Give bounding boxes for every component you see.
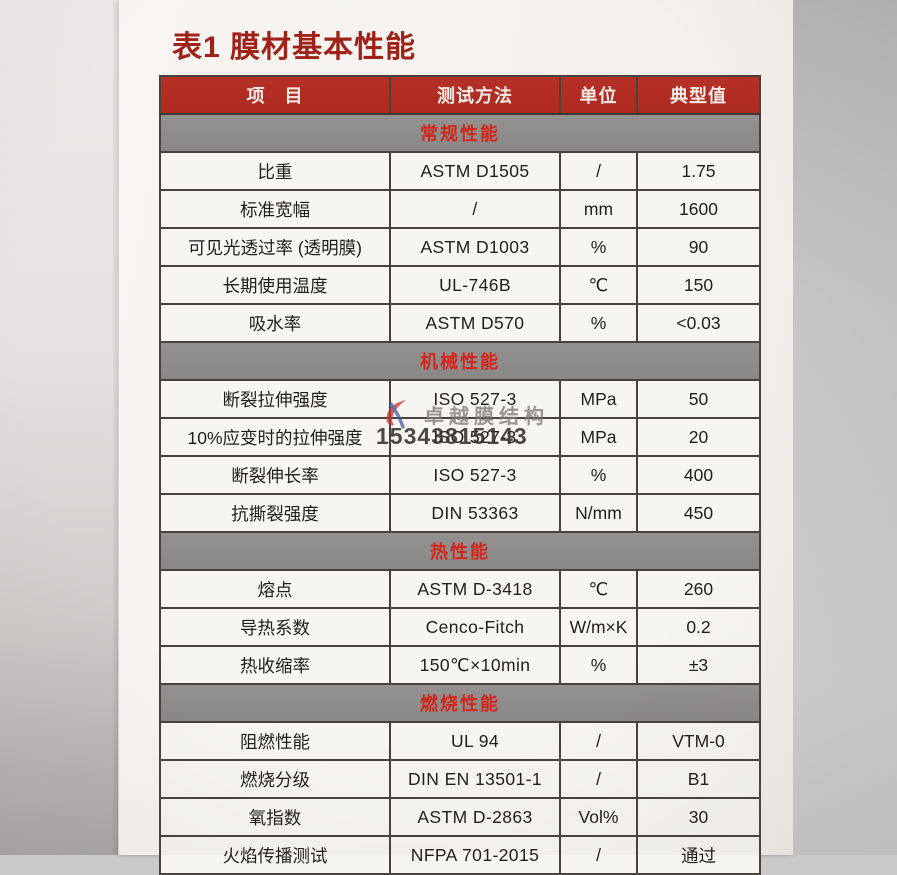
section-band-label: 机械性能 <box>159 341 761 381</box>
property-cell: 断裂拉伸强度 <box>159 379 391 419</box>
property-cell: 可见光透过率 (透明膜) <box>159 227 391 267</box>
method-cell: ISO 527-3 <box>389 417 561 457</box>
property-cell: 热收缩率 <box>159 645 391 685</box>
column-header: 项 目 <box>159 75 391 115</box>
method-cell: ASTM D1505 <box>389 151 561 191</box>
property-cell: 吸水率 <box>159 303 391 343</box>
section-band-row: 机械性能 <box>159 341 761 381</box>
table-row: 导热系数 Cenco-Fitch W/m×K 0.2 <box>159 607 761 647</box>
section-band-row: 燃烧性能 <box>159 683 761 723</box>
property-cell: 比重 <box>159 151 391 191</box>
table-row: 断裂伸长率 ISO 527-3% 400 <box>159 455 761 495</box>
method-cell: UL 94 <box>389 721 561 761</box>
method-cell: ISO 527-3 <box>389 379 561 419</box>
table-row: 吸水率 ASTM D570% <0.03 <box>159 303 761 343</box>
section-band-label: 热性能 <box>159 531 761 571</box>
unit-cell: / <box>559 151 638 191</box>
property-cell: 阻燃性能 <box>159 721 391 761</box>
value-cell: 50 <box>636 379 761 419</box>
unit-cell: mm <box>559 189 638 229</box>
table-row: 热收缩率 150℃×10min% ±3 <box>159 645 761 685</box>
property-cell: 长期使用温度 <box>159 265 391 305</box>
column-header: 典型值 <box>636 75 761 115</box>
unit-cell: ℃ <box>559 569 638 609</box>
property-cell: 标准宽幅 <box>159 189 391 229</box>
table-row: 火焰传播测试 NFPA 701-2015/通过 <box>159 835 761 875</box>
method-cell: UL-746B <box>389 265 561 305</box>
table-row: 阻燃性能 UL 94/VTM-0 <box>159 721 761 761</box>
method-cell: NFPA 701-2015 <box>389 835 561 875</box>
page-title: 表1 膜材基本性能 <box>172 31 417 64</box>
property-cell: 熔点 <box>159 569 391 609</box>
method-cell: DIN EN 13501-1 <box>389 759 561 799</box>
unit-cell: / <box>559 721 638 761</box>
unit-cell: % <box>559 227 638 267</box>
section-band-row: 热性能 <box>159 531 761 571</box>
value-cell: 1.75 <box>636 151 761 191</box>
table-row: 抗撕裂强度 DIN 53363 N/mm 450 <box>159 493 761 533</box>
value-cell: 通过 <box>636 835 761 875</box>
table-row: 氧指数 ASTM D-2863 Vol% 30 <box>159 797 761 837</box>
table-row: 10%应变时的拉伸强度 ISO 527-3 MPa 20 <box>159 417 761 457</box>
method-cell: ASTM D570 <box>389 303 561 343</box>
value-cell: 260 <box>636 569 761 609</box>
property-cell: 导热系数 <box>159 607 391 647</box>
column-header: 单位 <box>559 75 638 115</box>
unit-cell: Vol% <box>559 797 638 837</box>
value-cell: 150 <box>636 265 761 305</box>
desk-surface-right <box>793 0 897 855</box>
value-cell: 20 <box>636 417 761 457</box>
method-cell: DIN 53363 <box>389 493 561 533</box>
section-band-label: 常规性能 <box>159 113 761 153</box>
method-cell: 150℃×10min <box>389 645 561 685</box>
table-row: 比重 ASTM D1505/1.75 <box>159 151 761 191</box>
unit-cell: % <box>559 303 638 343</box>
column-header-row: 项 目测试方法 单位 典型值 <box>159 75 761 115</box>
value-cell: 400 <box>636 455 761 495</box>
desk-surface-left <box>0 0 118 855</box>
column-header: 测试方法 <box>389 75 561 115</box>
unit-cell: % <box>559 645 638 685</box>
unit-cell: / <box>559 835 638 875</box>
property-cell: 断裂伸长率 <box>159 455 391 495</box>
unit-cell: ℃ <box>559 265 638 305</box>
value-cell: B1 <box>636 759 761 799</box>
unit-cell: % <box>559 455 638 495</box>
value-cell: 0.2 <box>636 607 761 647</box>
section-band-row: 常规性能 <box>159 113 761 153</box>
value-cell: 450 <box>636 493 761 533</box>
value-cell: 1600 <box>636 189 761 229</box>
table-row: 长期使用温度 UL-746B ℃ 150 <box>159 265 761 305</box>
unit-cell: MPa <box>559 417 638 457</box>
method-cell: ASTM D-2863 <box>389 797 561 837</box>
table-row: 燃烧分级 DIN EN 13501-1/B1 <box>159 759 761 799</box>
value-cell: 30 <box>636 797 761 837</box>
property-cell: 10%应变时的拉伸强度 <box>159 417 391 457</box>
table-row: 断裂拉伸强度 ISO 527-3 MPa 50 <box>159 379 761 419</box>
table-row: 熔点 ASTM D-3418 ℃ 260 <box>159 569 761 609</box>
value-cell: ±3 <box>636 645 761 685</box>
section-band-label: 燃烧性能 <box>159 683 761 723</box>
value-cell: <0.03 <box>636 303 761 343</box>
unit-cell: MPa <box>559 379 638 419</box>
properties-table: 项 目测试方法 单位 典型值 常规性能 比重 ASTM D1505/1.75 标准宽幅 / m… <box>159 75 761 875</box>
unit-cell: N/mm <box>559 493 638 533</box>
method-cell: ASTM D-3418 <box>389 569 561 609</box>
method-cell: Cenco-Fitch <box>389 607 561 647</box>
method-cell: / <box>389 189 561 229</box>
property-cell: 氧指数 <box>159 797 391 837</box>
property-cell: 火焰传播测试 <box>159 835 391 875</box>
value-cell: VTM-0 <box>636 721 761 761</box>
value-cell: 90 <box>636 227 761 267</box>
method-cell: ISO 527-3 <box>389 455 561 495</box>
unit-cell: / <box>559 759 638 799</box>
table-row: 标准宽幅 / mm 1600 <box>159 189 761 229</box>
table-row: 可见光透过率 (透明膜) ASTM D1003% 90 <box>159 227 761 267</box>
property-cell: 燃烧分级 <box>159 759 391 799</box>
property-cell: 抗撕裂强度 <box>159 493 391 533</box>
unit-cell: W/m×K <box>559 607 638 647</box>
method-cell: ASTM D1003 <box>389 227 561 267</box>
